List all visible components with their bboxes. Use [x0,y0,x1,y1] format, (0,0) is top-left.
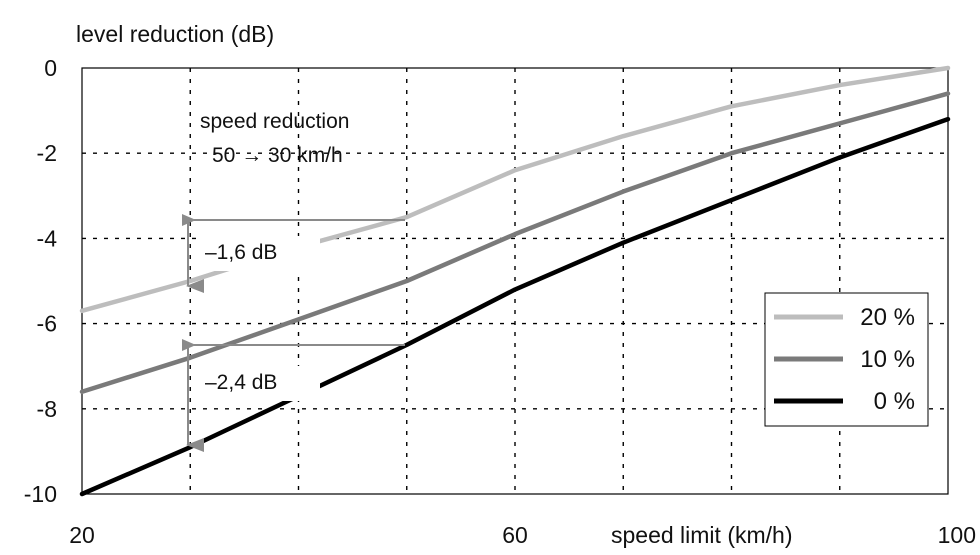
y-tick-label: -4 [37,225,58,251]
annotation-delta-0: –2,4 dB [205,371,277,394]
legend-label: 0 % [874,388,915,415]
annotation-mask-2 [200,366,320,401]
annotation-speed-reduction-line2: 50 → 30 km/h [212,144,343,167]
y-axis-title: level reduction (dB) [76,21,274,47]
annotation-mask-1 [200,236,320,271]
plot-frame [81,67,949,495]
y-tick-label: -6 [37,311,57,337]
y-tick-label: 0 [44,55,57,81]
annotation-arrows [182,214,405,452]
y-tick-labels: 0 -2 -4 -6 -8 -10 [24,55,57,507]
x-tick-label: 60 [502,522,528,548]
series-line-0pct [79,116,951,497]
legend-label: 20 % [860,304,915,331]
x-tick-labels: 20 60 100 [69,522,976,548]
x-axis-title: speed limit (km/h) [611,522,792,548]
y-tick-label: -10 [24,481,57,507]
x-tick-label: 100 [938,522,976,548]
y-tick-label: -8 [37,396,57,422]
annotation-delta-20: –1,6 dB [205,241,277,264]
x-tick-label: 20 [69,522,95,548]
y-tick-label: -2 [37,140,57,166]
annotation-speed-reduction-line1: speed reduction [200,110,349,133]
legend-label: 10 % [860,346,915,373]
legend: 20 % 10 % 0 % [764,292,929,427]
